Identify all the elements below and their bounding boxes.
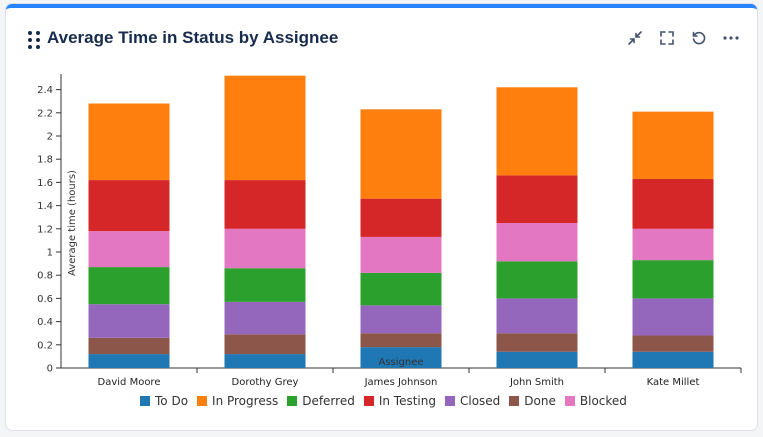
bar-in-testing-james-johnson[interactable]: [360, 198, 442, 237]
stacked-bar-chart: 0 0.2 0.4 0.6 0.8 1 1.2 1.4 1.6 1.8 2 2.2 2.4 David M…: [37, 74, 742, 388]
card-header: Average Time in Status by Assignee: [6, 8, 757, 49]
x-tick-label: James Johnson: [364, 377, 438, 388]
legend-item-closed[interactable]: Closed: [444, 394, 501, 408]
legend-item-deferred[interactable]: Deferred: [287, 394, 355, 408]
y-tick-label: 0.8: [37, 271, 53, 282]
bar-deferred-david-moore[interactable]: [88, 267, 170, 305]
x-tick-label: David Moore: [98, 377, 161, 388]
y-tick-label: 2.2: [37, 108, 53, 119]
bar-deferred-john-smith[interactable]: [496, 261, 578, 299]
bar-blocked-james-johnson[interactable]: [360, 236, 442, 273]
y-tick-label: 1.8: [37, 155, 53, 166]
legend-swatch: [287, 396, 298, 406]
bar-in-progress-kate-millet[interactable]: [632, 111, 714, 179]
legend-label: Blocked: [579, 394, 627, 408]
fullscreen-icon[interactable]: [657, 28, 677, 48]
y-tick-label: 1: [47, 248, 53, 259]
legend-item-blocked[interactable]: Blocked: [564, 394, 627, 408]
legend-swatch: [197, 396, 208, 406]
bar-blocked-john-smith[interactable]: [496, 223, 578, 262]
legend-label: Deferred: [302, 394, 355, 408]
y-tick-label: 1.4: [37, 201, 53, 212]
dashboard-card: Average Time in Status by Assignee 0 0.2 0…: [6, 4, 757, 430]
bar-deferred-james-johnson[interactable]: [360, 272, 442, 306]
card-title: Average Time in Status by Assignee: [47, 28, 339, 47]
legend-swatch: [444, 396, 455, 406]
bar-done-dorothy-grey[interactable]: [224, 334, 306, 355]
bar-in-testing-john-smith[interactable]: [496, 175, 578, 223]
legend-label: In Testing: [378, 394, 436, 408]
bar-in-testing-david-moore[interactable]: [88, 180, 170, 232]
bar-deferred-dorothy-grey[interactable]: [224, 268, 306, 302]
x-tick-label: Dorothy Grey: [232, 377, 299, 388]
legend-item-to-do[interactable]: To Do: [140, 394, 188, 408]
bar-to-do-john-smith[interactable]: [496, 351, 578, 368]
bar-done-david-moore[interactable]: [88, 337, 170, 355]
bar-closed-kate-millet[interactable]: [632, 298, 714, 336]
y-tick-label: 0: [47, 364, 53, 375]
bar-closed-john-smith[interactable]: [496, 298, 578, 334]
chart-legend: To Do In Progress Deferred In Testing Closed…: [140, 394, 627, 408]
bar-to-do-kate-millet[interactable]: [632, 351, 714, 368]
bar-done-john-smith[interactable]: [496, 333, 578, 352]
legend-label: In Progress: [212, 394, 279, 408]
tooltip-text: Assignee: [378, 357, 423, 368]
tooltip: Assignee: [378, 357, 423, 368]
bar-deferred-kate-millet[interactable]: [632, 260, 714, 299]
y-tick-label: 2: [47, 132, 53, 143]
bar-in-progress-david-moore[interactable]: [88, 103, 170, 181]
legend-item-in-progress[interactable]: In Progress: [197, 394, 278, 408]
bar-in-progress-dorothy-grey[interactable]: [224, 75, 306, 181]
legend-label: To Do: [155, 394, 189, 408]
bar-to-do-james-johnson[interactable]: [360, 347, 442, 368]
bar-closed-james-johnson[interactable]: [360, 305, 442, 334]
legend-label: Done: [524, 394, 556, 408]
bar-blocked-dorothy-grey[interactable]: [224, 228, 306, 269]
y-tick-label: 0.6: [37, 294, 53, 305]
y-tick-label: 2.4: [37, 85, 53, 96]
bar-in-testing-dorothy-grey[interactable]: [224, 180, 306, 229]
y-axis-label: Average time (hours): [67, 170, 78, 276]
legend-item-in-testing[interactable]: In Testing: [363, 394, 436, 408]
bar-to-do-david-moore[interactable]: [88, 354, 170, 368]
legend-swatch: [564, 396, 575, 406]
bar-blocked-kate-millet[interactable]: [632, 228, 714, 261]
bar-in-testing-kate-millet[interactable]: [632, 178, 714, 229]
bar-done-james-johnson[interactable]: [360, 333, 442, 348]
legend-item-done[interactable]: Done: [509, 394, 556, 408]
y-tick-label: 1.6: [37, 178, 53, 189]
drag-handle-icon[interactable]: [28, 31, 40, 49]
bar-blocked-david-moore[interactable]: [88, 231, 170, 268]
legend-swatch: [140, 396, 150, 406]
minimize-icon[interactable]: [625, 28, 645, 48]
bar-to-do-dorothy-grey[interactable]: [224, 354, 306, 368]
bar-closed-dorothy-grey[interactable]: [224, 301, 306, 335]
legend-swatch: [509, 396, 520, 406]
bar-done-kate-millet[interactable]: [632, 335, 714, 352]
bar-in-progress-james-johnson[interactable]: [360, 109, 442, 199]
y-tick-label: 1.2: [37, 224, 53, 235]
x-tick-label: John Smith: [509, 377, 564, 388]
y-tick-label: 0.2: [37, 340, 53, 351]
y-tick-label: 0.4: [37, 317, 53, 328]
more-icon[interactable]: [721, 28, 741, 48]
refresh-icon[interactable]: [689, 28, 709, 48]
bar-in-progress-john-smith[interactable]: [496, 87, 578, 176]
x-tick-label: Kate Millet: [647, 377, 700, 388]
card-actions: [625, 28, 741, 48]
bar-closed-david-moore[interactable]: [88, 304, 170, 338]
legend-swatch: [363, 396, 374, 406]
legend-label: Closed: [459, 394, 501, 408]
